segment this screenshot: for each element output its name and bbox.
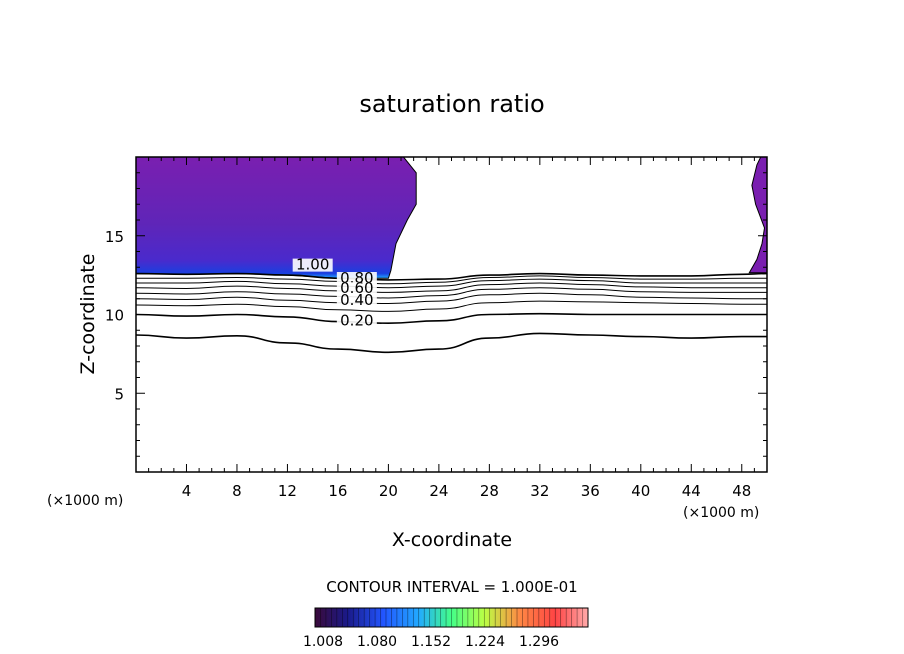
colorbar-tick-label: 1.152 xyxy=(411,634,451,650)
contour-label-0.20: 0.20 xyxy=(336,312,377,330)
x-unit-left: (×1000 m) xyxy=(47,493,123,509)
contour-labels: 1.000.800.600.400.20 xyxy=(292,256,377,330)
y-axis-label: Z-coordinate xyxy=(77,254,99,375)
x-tick-label: 24 xyxy=(429,482,448,500)
x-unit-right: (×1000 m) xyxy=(683,505,759,521)
x-tick-label: 12 xyxy=(278,482,297,500)
x-tick-label: 8 xyxy=(232,482,242,500)
contour-0.60 xyxy=(135,287,767,299)
contour-0.50 xyxy=(135,292,767,305)
contour-label-0.60: 0.60 xyxy=(336,279,377,297)
x-tick-label: 4 xyxy=(182,482,192,500)
contour-label-text: 1.00 xyxy=(296,256,329,274)
colorbar-tick-label: 1.296 xyxy=(519,634,559,650)
contour-label-text: 0.60 xyxy=(340,279,373,297)
x-tick-label: 32 xyxy=(530,482,549,500)
contour-0.30 xyxy=(135,312,767,325)
contour-label-text: 0.20 xyxy=(340,312,373,330)
contour-0.20 xyxy=(135,332,767,354)
y-tick-label: 5 xyxy=(114,385,124,403)
x-tick-label: 44 xyxy=(682,482,701,500)
contour-label-1.00: 1.00 xyxy=(292,256,333,274)
x-tick-label: 16 xyxy=(328,482,347,500)
contour-label-bg xyxy=(336,314,377,328)
y-tick-label: 10 xyxy=(105,307,124,325)
region-right xyxy=(748,156,768,274)
contour-label-text: 0.40 xyxy=(340,291,373,309)
contour-label-bg xyxy=(336,294,377,308)
x-axis-label: X-coordinate xyxy=(392,529,512,551)
contour-0.80 xyxy=(135,278,767,289)
contour-label-bg xyxy=(292,258,333,272)
contour-label-bg xyxy=(336,282,377,296)
contour-0.90 xyxy=(135,275,767,285)
region-left xyxy=(135,156,417,279)
contour-label-0.40: 0.40 xyxy=(336,291,377,309)
x-tick-label: 36 xyxy=(581,482,600,500)
contour-1.00 xyxy=(135,272,768,281)
contour-0.40 xyxy=(135,300,767,312)
colorbar-tick-label: 1.008 xyxy=(303,634,343,650)
colorbar-tick-label: 1.224 xyxy=(465,634,505,650)
supersaturation-regions xyxy=(135,156,768,279)
contour-label-bg xyxy=(336,272,377,285)
y-tick-label: 15 xyxy=(105,228,124,246)
x-axis-ticks: 4 8 12 16 20 24 28 32 36 40 44 48 xyxy=(148,157,755,500)
x-tick-label: 28 xyxy=(480,482,499,500)
colorbar-tick-label: 1.080 xyxy=(357,634,397,650)
x-tick-label: 20 xyxy=(379,482,398,500)
y-axis-ticks: 5 10 15 xyxy=(105,172,767,457)
colorbar-ticks: 1.008 1.080 1.152 1.224 1.296 xyxy=(303,608,583,650)
contour-interval-note: CONTOUR INTERVAL = 1.000E-01 xyxy=(326,578,577,596)
chart-title: saturation ratio xyxy=(359,90,544,118)
contour-lines xyxy=(135,272,768,354)
x-tick-label: 40 xyxy=(631,482,650,500)
x-tick-label: 48 xyxy=(732,482,751,500)
contour-0.70 xyxy=(135,282,767,293)
